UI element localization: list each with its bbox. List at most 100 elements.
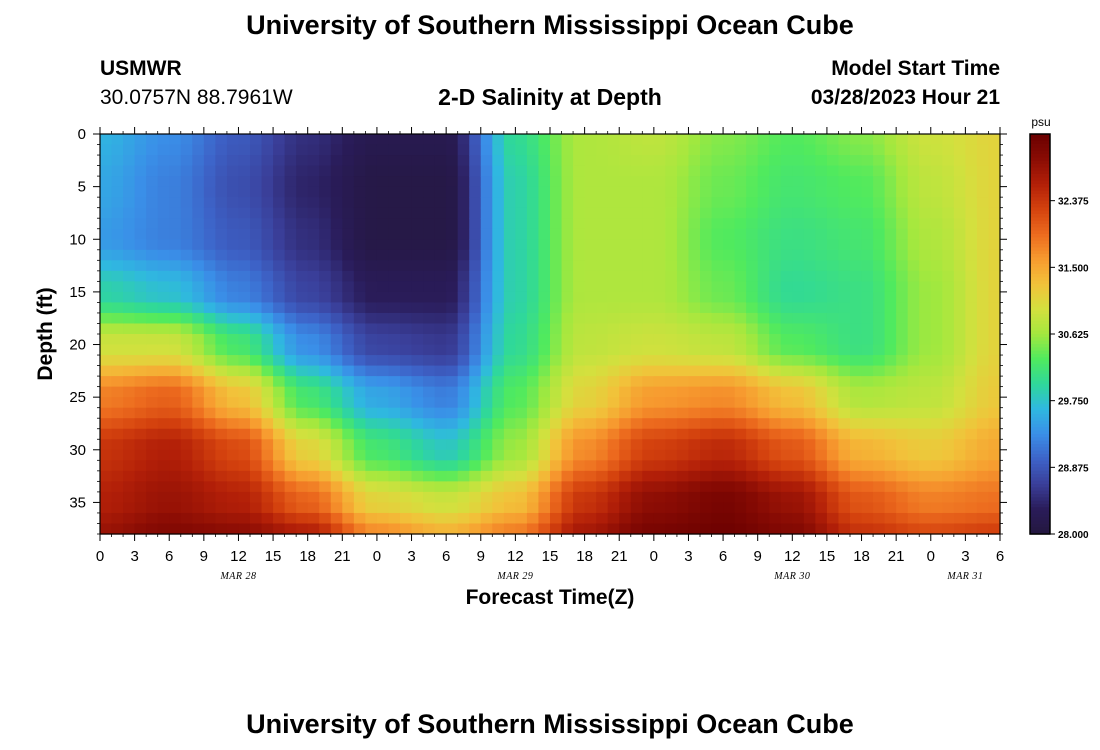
heatmap-cell xyxy=(480,355,493,367)
heatmap-cell xyxy=(203,218,216,230)
heatmap-cell xyxy=(942,491,955,504)
heatmap-cell xyxy=(942,239,955,251)
x-tick-label: 0 xyxy=(373,548,381,565)
heatmap-cell xyxy=(192,323,205,335)
heatmap-cell xyxy=(111,312,124,325)
heatmap-cell xyxy=(734,470,747,482)
heatmap-cell xyxy=(411,407,424,419)
heatmap-cell xyxy=(261,312,274,325)
y-tick-label: 30 xyxy=(69,442,86,459)
heatmap-cell xyxy=(976,397,990,409)
heatmap-cell xyxy=(861,376,874,388)
heatmap-cell xyxy=(826,481,840,493)
heatmap-cell xyxy=(688,270,701,282)
heatmap-cell xyxy=(988,523,1001,535)
date-label: MAR 31 xyxy=(946,571,983,582)
heatmap-cell xyxy=(469,218,482,230)
heatmap-cell xyxy=(757,407,770,419)
heatmap-cell xyxy=(965,281,978,293)
heatmap-cell xyxy=(896,228,909,240)
heatmap-cell xyxy=(134,470,147,482)
heatmap-cell xyxy=(930,481,943,493)
heatmap-cell xyxy=(203,176,216,188)
heatmap-cell xyxy=(688,249,701,261)
heatmap-cell xyxy=(330,291,343,304)
heatmap-cell xyxy=(930,270,943,282)
heatmap-cell xyxy=(434,176,447,188)
heatmap-cell xyxy=(676,144,690,156)
heatmap-cell xyxy=(457,197,470,209)
heatmap-cell xyxy=(780,165,793,177)
heatmap-cell xyxy=(238,165,251,177)
heatmap-cell xyxy=(803,428,816,440)
heatmap-cell xyxy=(134,218,147,230)
heatmap-cell xyxy=(400,481,413,493)
heatmap-cell xyxy=(976,239,990,251)
heatmap-cell xyxy=(550,491,563,504)
heatmap-cell xyxy=(573,228,586,240)
heatmap-cell xyxy=(411,144,424,156)
heatmap-cell xyxy=(180,386,193,398)
heatmap-cell xyxy=(319,523,332,535)
heatmap-cell xyxy=(942,428,955,440)
heatmap-cell xyxy=(215,470,228,482)
heatmap-cell xyxy=(284,481,297,493)
colorbar-segment xyxy=(1030,450,1050,455)
heatmap-cell xyxy=(596,270,609,282)
heatmap-cell xyxy=(688,260,701,272)
heatmap-cell xyxy=(850,186,863,198)
heatmap-cell xyxy=(642,502,655,514)
heatmap-cell xyxy=(123,270,136,282)
heatmap-cell xyxy=(192,439,205,451)
heatmap-cell xyxy=(976,334,990,346)
heatmap-cell xyxy=(688,207,701,219)
heatmap-cell xyxy=(157,407,170,419)
heatmap-cell xyxy=(769,418,782,430)
date-label: MAR 29 xyxy=(496,571,533,582)
heatmap-cell xyxy=(388,491,401,504)
heatmap-cell xyxy=(526,512,540,525)
heatmap-cell xyxy=(630,491,643,504)
heatmap-cell xyxy=(469,155,482,167)
heatmap-cell xyxy=(515,312,528,325)
heatmap-cell xyxy=(180,428,193,440)
heatmap-cell xyxy=(284,418,297,430)
heatmap-cell xyxy=(642,418,655,430)
heatmap-cell xyxy=(180,334,193,346)
heatmap-cell xyxy=(619,312,632,325)
heatmap-cell xyxy=(596,481,609,493)
heatmap-cell xyxy=(215,302,228,314)
heatmap-cell xyxy=(434,407,447,419)
heatmap-cell xyxy=(642,365,655,377)
heatmap-cell xyxy=(584,355,597,367)
heatmap-cell xyxy=(469,470,482,482)
heatmap-cell xyxy=(226,323,240,335)
heatmap-cell xyxy=(907,502,920,514)
heatmap-cell xyxy=(157,249,170,261)
heatmap-cell xyxy=(803,270,816,282)
heatmap-cell xyxy=(353,439,366,451)
heatmap-cell xyxy=(884,302,897,314)
heatmap-cell xyxy=(400,239,413,251)
heatmap-cell xyxy=(469,502,482,514)
heatmap-cell xyxy=(826,418,840,430)
heatmap-cell xyxy=(746,470,759,482)
heatmap-cell xyxy=(469,481,482,493)
heatmap-cell xyxy=(423,439,436,451)
heatmap-cell xyxy=(734,323,747,335)
heatmap-cell xyxy=(457,334,470,346)
heatmap-cell xyxy=(457,155,470,167)
heatmap-cell xyxy=(330,418,343,430)
heatmap-cell xyxy=(400,228,413,240)
heatmap-cell xyxy=(907,470,920,482)
heatmap-cell xyxy=(446,397,459,409)
heatmap-cell xyxy=(273,176,286,188)
heatmap-cell xyxy=(330,228,343,240)
heatmap-cell xyxy=(307,270,320,282)
heatmap-cell xyxy=(919,218,932,230)
heatmap-cell xyxy=(423,449,436,461)
heatmap-cell xyxy=(538,512,551,525)
heatmap-cell xyxy=(515,281,528,293)
heatmap-cell xyxy=(192,260,205,272)
heatmap-cell xyxy=(215,197,228,209)
